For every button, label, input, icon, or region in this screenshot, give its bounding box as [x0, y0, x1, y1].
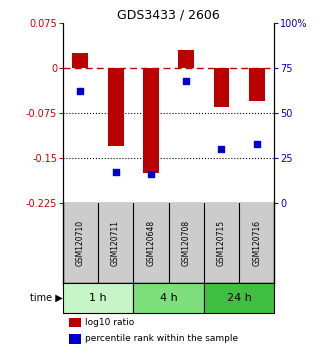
- Bar: [204, 283, 274, 313]
- Text: GSM120711: GSM120711: [111, 220, 120, 266]
- Bar: [213, 68, 230, 107]
- Text: 24 h: 24 h: [227, 293, 252, 303]
- Bar: [63, 283, 133, 313]
- Bar: [178, 50, 194, 68]
- Bar: [143, 68, 159, 173]
- Bar: [69, 318, 81, 327]
- Bar: [108, 68, 124, 146]
- Text: time ▶: time ▶: [30, 293, 63, 303]
- Point: [184, 78, 189, 84]
- Point: [113, 170, 118, 175]
- Text: GSM120716: GSM120716: [252, 220, 261, 266]
- Point: [254, 141, 259, 147]
- Bar: [72, 53, 88, 68]
- Point: [78, 88, 83, 94]
- Point: [219, 146, 224, 152]
- Bar: [133, 283, 204, 313]
- Text: GSM120715: GSM120715: [217, 220, 226, 266]
- Text: 4 h: 4 h: [160, 293, 178, 303]
- Text: 1 h: 1 h: [89, 293, 107, 303]
- Text: percentile rank within the sample: percentile rank within the sample: [85, 334, 238, 343]
- Text: GSM120648: GSM120648: [146, 220, 155, 266]
- Point: [148, 171, 153, 177]
- Text: GSM120710: GSM120710: [76, 220, 85, 266]
- Bar: [249, 68, 265, 101]
- Title: GDS3433 / 2606: GDS3433 / 2606: [117, 9, 220, 22]
- Text: GSM120708: GSM120708: [182, 220, 191, 266]
- Bar: [69, 334, 81, 343]
- Text: log10 ratio: log10 ratio: [85, 318, 134, 327]
